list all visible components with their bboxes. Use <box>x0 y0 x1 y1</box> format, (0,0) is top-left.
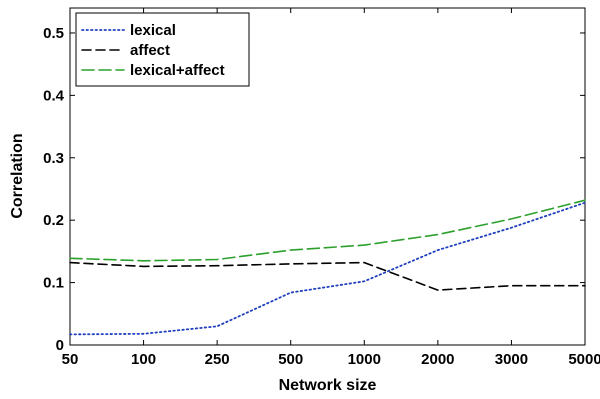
legend-label: lexical+affect <box>130 62 225 79</box>
x-axis-ticks: 50 100 250 500 1000 2000 3000 5000 <box>62 8 600 368</box>
legend: lexical affect lexical+affect <box>75 12 250 87</box>
x-tick-label: 2000 <box>421 351 454 368</box>
y-tick-label: 0 <box>56 337 64 354</box>
y-tick-label: 0.2 <box>43 212 64 229</box>
x-axis-title: Network size <box>279 377 377 394</box>
series-line-lexical <box>69 201 586 336</box>
series-line-lexical-affect <box>69 199 586 262</box>
legend-label: affect <box>130 42 170 59</box>
x-tick-label: 100 <box>131 351 156 368</box>
x-tick-label: 500 <box>278 351 303 368</box>
y-tick-label: 0.5 <box>43 25 64 42</box>
y-tick-label: 0.1 <box>43 275 64 292</box>
series-layer <box>69 199 586 336</box>
x-tick-label: 3000 <box>495 351 528 368</box>
x-tick-label: 50 <box>62 351 79 368</box>
y-tick-label: 0.3 <box>43 150 64 167</box>
y-axis-title: Correlation <box>9 133 26 218</box>
series-line-affect <box>69 261 586 291</box>
x-tick-label: 250 <box>205 351 230 368</box>
legend-label: lexical <box>130 22 176 39</box>
x-tick-label: 5000 <box>568 351 600 368</box>
x-tick-label: 1000 <box>348 351 381 368</box>
y-tick-label: 0.4 <box>43 87 65 104</box>
y-axis-ticks: 0 0.1 0.2 0.3 0.4 0.5 <box>43 25 585 354</box>
